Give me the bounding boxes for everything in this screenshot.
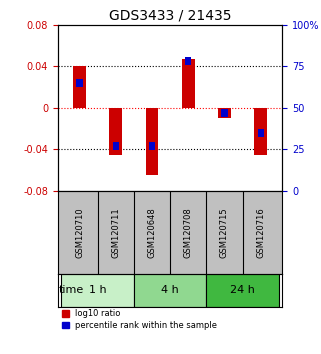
Bar xyxy=(149,142,155,150)
Text: 24 h: 24 h xyxy=(230,285,255,296)
FancyBboxPatch shape xyxy=(134,274,206,307)
Text: time: time xyxy=(58,285,84,296)
Text: 4 h: 4 h xyxy=(161,285,179,296)
Title: GDS3433 / 21435: GDS3433 / 21435 xyxy=(109,8,231,22)
FancyBboxPatch shape xyxy=(61,274,134,307)
Bar xyxy=(113,142,119,150)
Text: GSM120711: GSM120711 xyxy=(111,207,120,258)
Text: GSM120648: GSM120648 xyxy=(148,207,157,258)
Text: GSM120708: GSM120708 xyxy=(184,207,193,258)
Bar xyxy=(254,108,267,154)
Text: GSM120710: GSM120710 xyxy=(75,207,84,258)
FancyBboxPatch shape xyxy=(206,274,279,307)
Bar xyxy=(109,108,122,154)
Text: GSM120716: GSM120716 xyxy=(256,207,265,258)
Bar xyxy=(146,108,158,175)
Text: 1 h: 1 h xyxy=(89,285,107,296)
Bar xyxy=(73,66,86,108)
Bar xyxy=(221,109,228,117)
Bar xyxy=(218,108,231,118)
Bar xyxy=(76,79,83,87)
Bar xyxy=(182,59,195,108)
Legend: log10 ratio, percentile rank within the sample: log10 ratio, percentile rank within the … xyxy=(62,309,217,330)
Text: GSM120715: GSM120715 xyxy=(220,207,229,258)
Bar xyxy=(185,57,191,65)
Bar xyxy=(257,129,264,137)
